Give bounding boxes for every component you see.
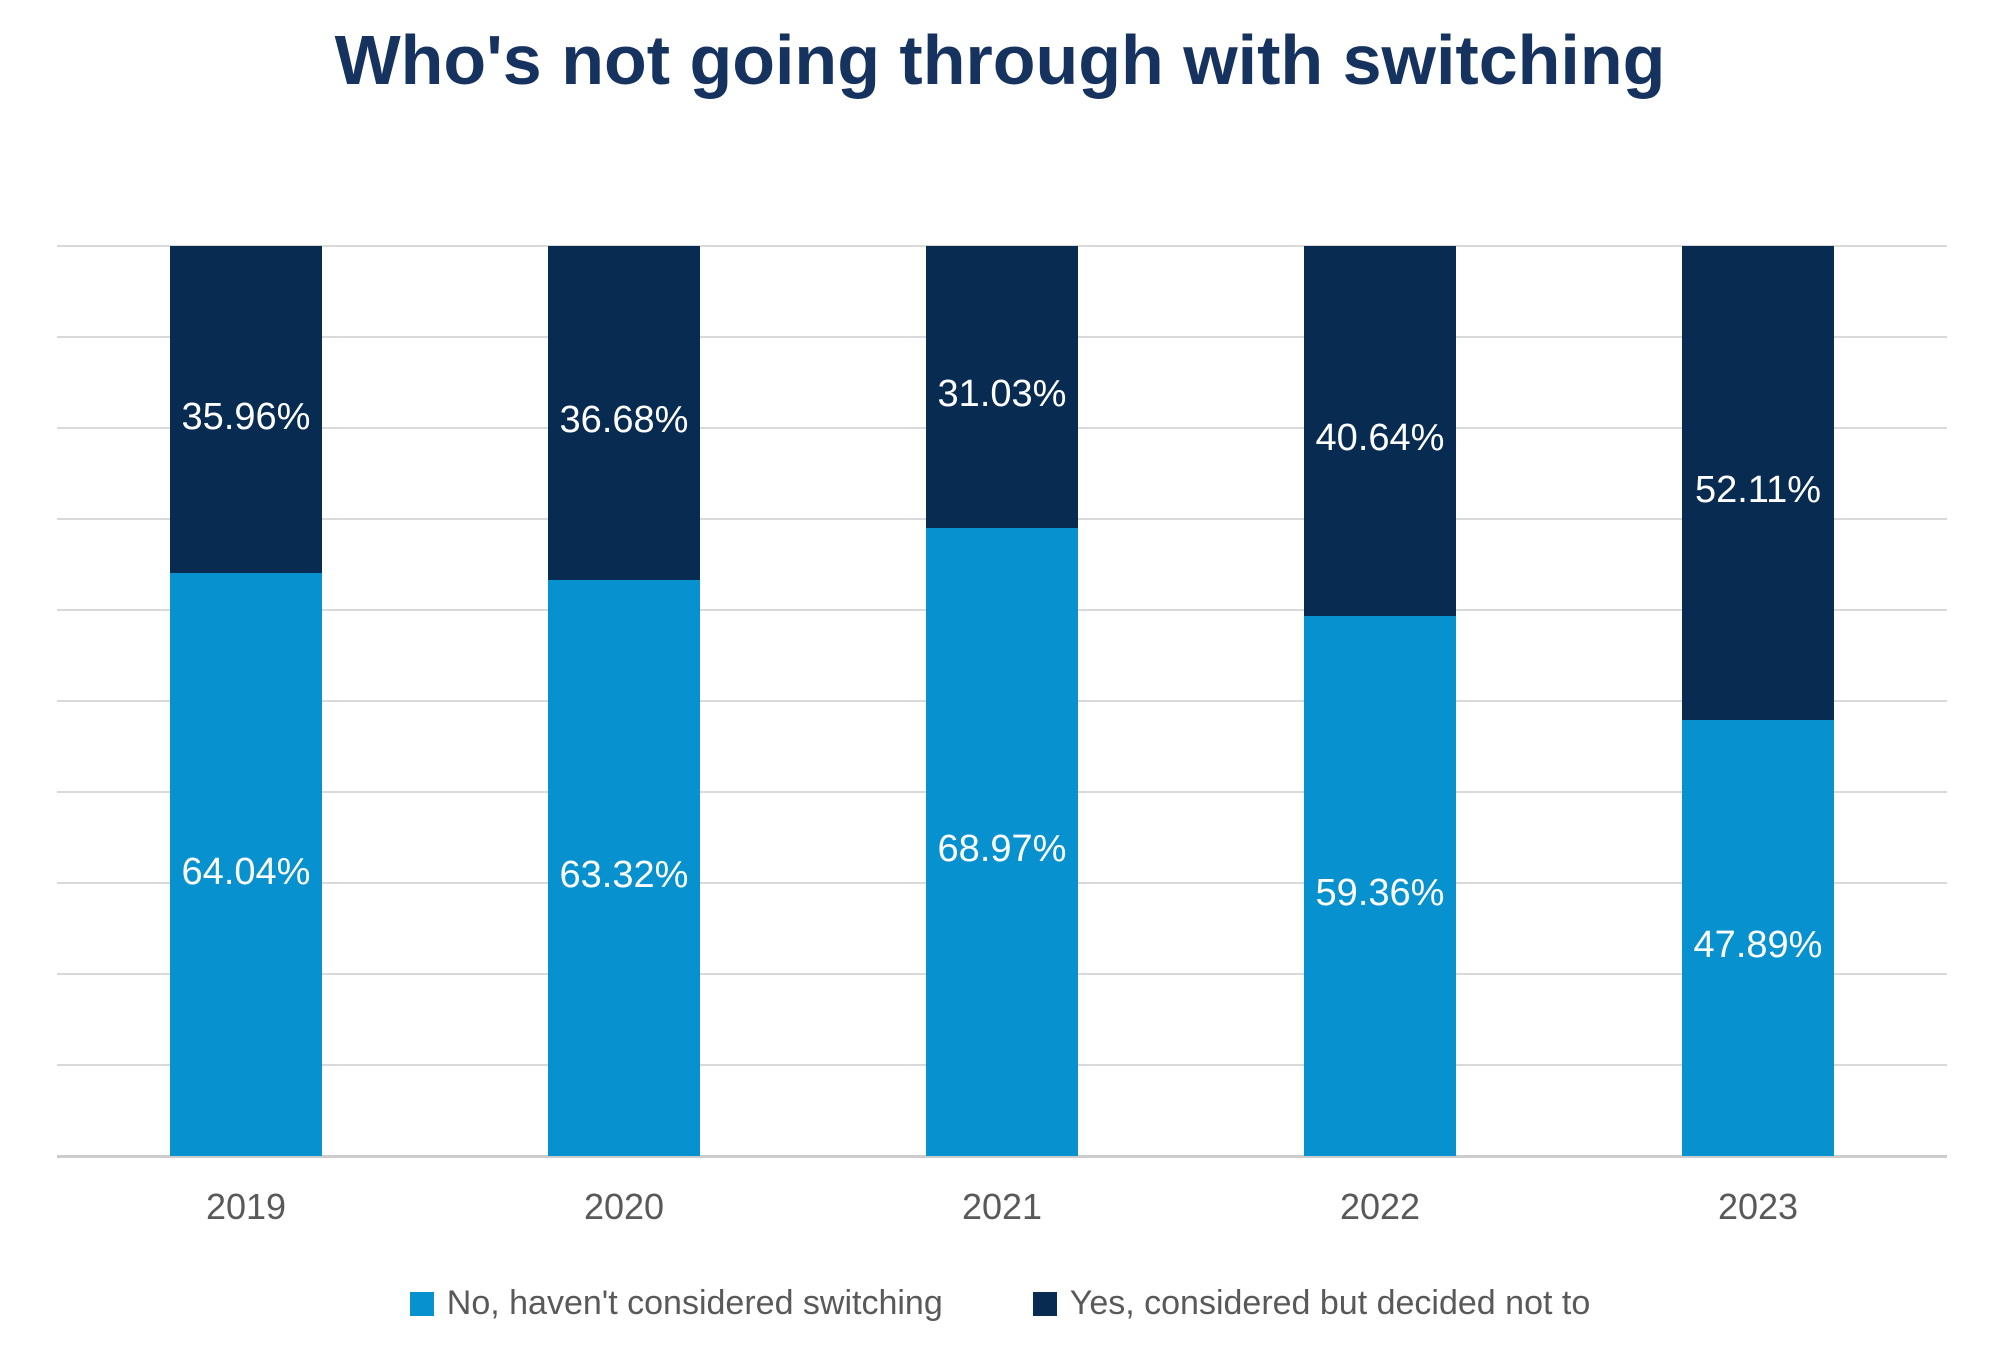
- bar-group-2022: 40.64% 59.36%: [1304, 246, 1456, 1156]
- bar-segment-2019-yes[interactable]: 35.96%: [170, 246, 322, 574]
- bar-group-2020: 36.68% 63.32%: [548, 246, 700, 1156]
- legend-swatch-icon: [1032, 1291, 1057, 1316]
- bar-segment-2022-yes[interactable]: 40.64%: [1304, 246, 1456, 616]
- bar-data-label: 52.11%: [1694, 469, 1822, 512]
- bar-group-2019: 35.96% 64.04%: [170, 246, 322, 1156]
- legend-label: Yes, considered but decided not to: [1069, 1284, 1591, 1322]
- bar-segment-2019-no[interactable]: 64.04%: [170, 573, 322, 1156]
- legend-label: No, haven't considered switching: [446, 1284, 943, 1322]
- legend-item-yes[interactable]: Yes, considered but decided not to: [1032, 1284, 1591, 1323]
- x-axis-label-2020: 2020: [583, 1186, 665, 1227]
- bar-data-label: 64.04%: [181, 850, 311, 893]
- bar-data-label: 68.97%: [937, 828, 1067, 871]
- bar-data-label: 40.64%: [1315, 416, 1445, 459]
- bar-segment-2020-no[interactable]: 63.32%: [548, 579, 700, 1156]
- x-axis-label-2021: 2021: [961, 1186, 1043, 1227]
- x-axis-line: [57, 1155, 1947, 1158]
- bar-data-label: 35.96%: [181, 395, 311, 438]
- bar-group-2021: 31.03% 68.97%: [926, 246, 1078, 1156]
- bar-segment-2021-no[interactable]: 68.97%: [926, 528, 1078, 1156]
- chart-title: Who's not going through with switching: [334, 21, 1666, 99]
- bar-segment-2023-yes[interactable]: 52.11%: [1682, 246, 1834, 721]
- plot-area: 35.96% 64.04% 36.68% 63.32% 31.03% 68.97% 40.6…: [57, 245, 1947, 1158]
- x-axis-label-2023: 2023: [1717, 1186, 1799, 1227]
- x-axis: 2019 2020 2021 2022 2023: [57, 1186, 1947, 1228]
- legend: No, haven't considered switching Yes, con…: [0, 1284, 2000, 1323]
- bar-data-label: 59.36%: [1315, 871, 1445, 914]
- bar-data-label: 63.32%: [559, 853, 689, 896]
- bar-group-2023: 52.11% 47.89%: [1682, 246, 1834, 1156]
- x-axis-label-2022: 2022: [1339, 1186, 1421, 1227]
- bar-segment-2022-no[interactable]: 59.36%: [1304, 615, 1456, 1156]
- bar-segment-2021-yes[interactable]: 31.03%: [926, 246, 1078, 529]
- x-axis-label-2019: 2019: [205, 1186, 287, 1227]
- bar-data-label: 31.03%: [937, 373, 1067, 416]
- legend-item-no[interactable]: No, haven't considered switching: [409, 1284, 943, 1323]
- legend-swatch-icon: [409, 1291, 434, 1316]
- bar-segment-2023-no[interactable]: 47.89%: [1682, 720, 1834, 1156]
- bar-data-label: 36.68%: [559, 398, 689, 441]
- bar-data-label: 47.89%: [1693, 924, 1823, 967]
- bar-segment-2020-yes[interactable]: 36.68%: [548, 246, 700, 580]
